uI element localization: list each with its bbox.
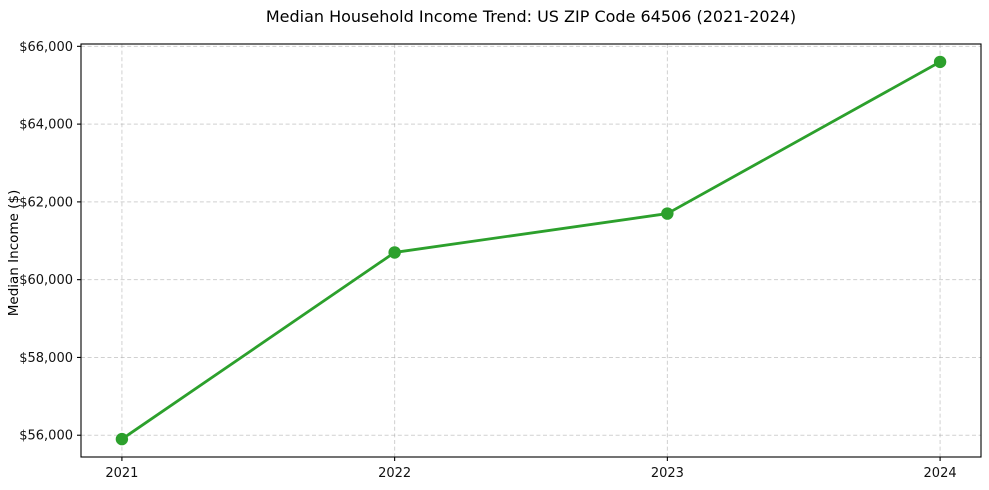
y-tick-label: $56,000: [19, 429, 73, 444]
x-tick-label: 2024: [924, 466, 957, 481]
data-point: [661, 207, 674, 220]
data-point: [388, 246, 401, 259]
y-tick-label: $66,000: [19, 40, 73, 55]
trend-line: [120, 60, 942, 441]
y-tick-label: $64,000: [19, 118, 73, 133]
chart-title: Median Household Income Trend: US ZIP Co…: [265, 7, 797, 26]
y-tick-label: $62,000: [19, 195, 73, 210]
plot-border: [80, 43, 982, 458]
x-tick-label: 2023: [651, 466, 684, 481]
y-tick-label: $58,000: [19, 351, 73, 366]
data-point: [115, 432, 129, 446]
x-tick-label: 2022: [378, 466, 411, 481]
x-tick-label: 2021: [105, 466, 138, 481]
y-tick-label: $60,000: [19, 273, 73, 288]
data-point: [933, 55, 947, 69]
